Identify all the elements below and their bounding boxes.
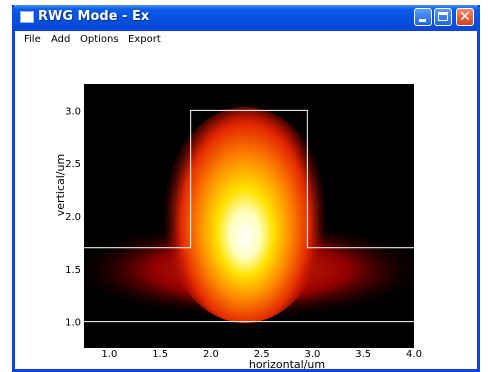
window-title: RWG Mode - Ex [38,9,150,24]
close-icon: ✕ [459,9,471,25]
y-tick-label: 2.5 [65,159,81,170]
title-bar[interactable] [12,5,480,31]
y-axis-ticks: 1.0 1.5 2.0 2.5 3.0 [65,106,81,328]
menu-options[interactable]: Options [80,34,119,45]
maximize-icon [438,12,448,21]
app-icon [20,11,34,23]
y-tick-label: 2.0 [65,212,81,223]
y-tick-label: 1.5 [65,265,81,276]
minimize-icon [419,19,426,22]
x-tick-label: 2.0 [203,349,219,360]
x-tick-label: 4.0 [406,349,422,360]
x-tick-label: 1.0 [101,349,117,360]
menu-add[interactable]: Add [51,34,71,45]
menu-bar: File Add Options Export [15,31,477,48]
y-tick-label: 1.0 [65,318,81,329]
menu-file[interactable]: File [24,34,41,45]
mode-core [163,107,327,323]
maximize-button[interactable] [434,8,452,26]
x-tick-label: 2.5 [254,349,270,360]
x-axis-ticks: 1.0 1.5 2.0 2.5 3.0 3.5 4.0 [101,349,422,360]
y-tick-label: 3.0 [65,106,81,117]
minimize-button[interactable] [414,8,432,26]
y-axis-label: vertical/um [54,154,67,216]
close-button[interactable]: ✕ [456,8,474,26]
x-tick-label: 3.5 [355,349,371,360]
x-axis-label: horizontal/um [249,358,325,371]
x-tick-label: 3.0 [305,349,321,360]
x-tick-label: 1.5 [152,349,168,360]
waveguide-outline [84,109,414,323]
menu-export[interactable]: Export [128,34,161,45]
